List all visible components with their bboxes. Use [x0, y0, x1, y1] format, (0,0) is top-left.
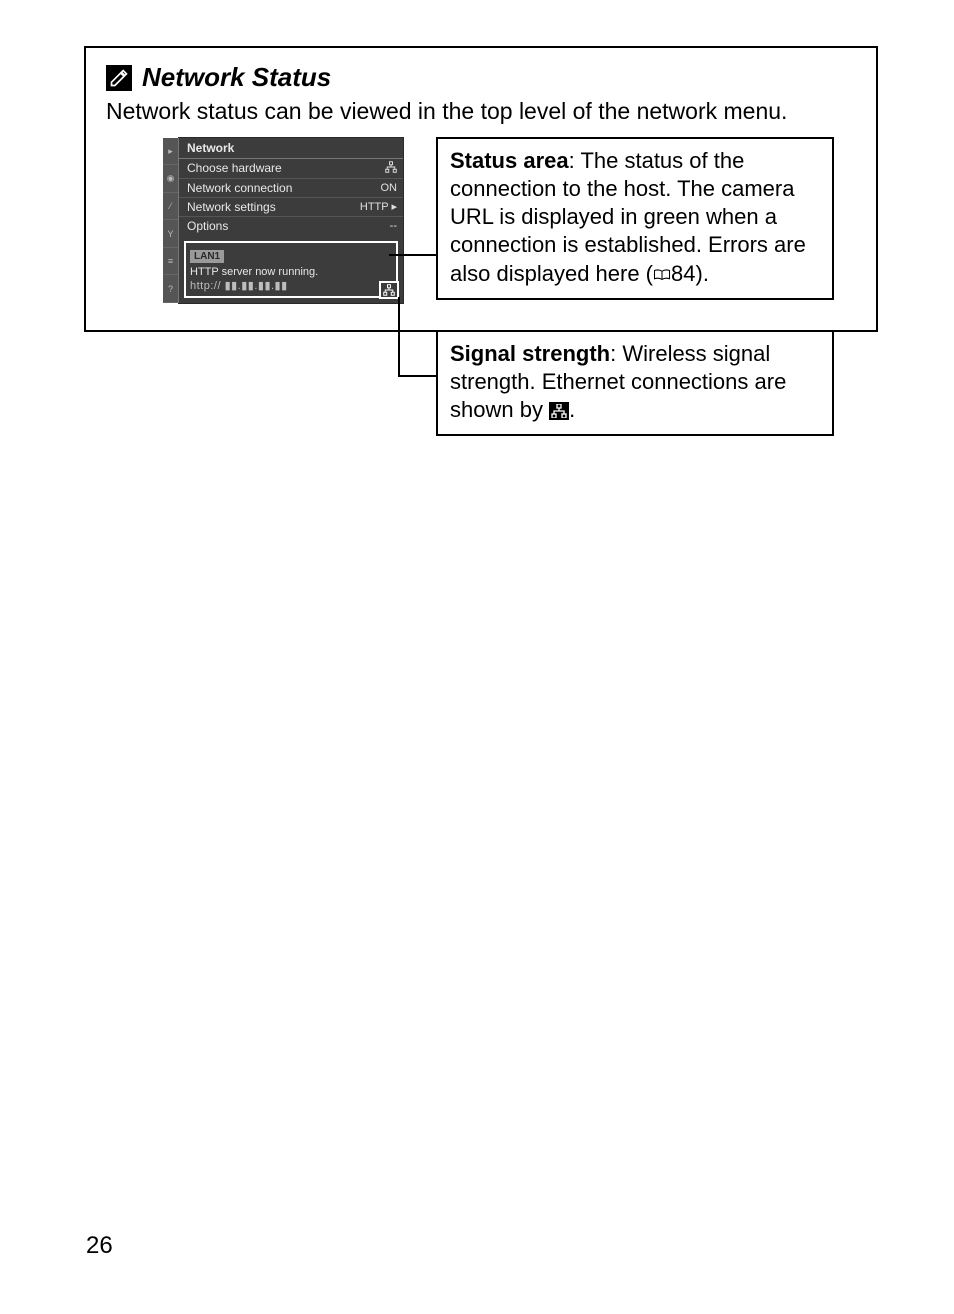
callout-tail-status: ).: [696, 261, 709, 286]
status-url: http:// ▮▮.▮▮.▮▮.▮▮: [190, 279, 392, 292]
connector-line: [398, 375, 436, 377]
ethernet-icon: [385, 161, 397, 176]
profile-badge: LAN1: [190, 250, 224, 263]
pencil-icon: [106, 65, 132, 91]
ethernet-glyph-icon: [549, 402, 569, 420]
menu-row-options: Options --: [179, 217, 403, 235]
book-icon: [653, 261, 671, 286]
status-message: HTTP server now running.: [190, 266, 392, 278]
callout-tail-signal: .: [569, 397, 575, 422]
callout-label-signal: Signal strength: [450, 341, 610, 366]
callout-status-area: Status area: The status of the connectio…: [436, 137, 834, 300]
camera-sidebar-tabs: ▸◉⁄Y≡?: [163, 138, 179, 303]
callout-signal-strength: Signal strength: Wireless signal strengt…: [436, 330, 834, 436]
menu-row-connection: Network connection ON: [179, 179, 403, 198]
page-ref-number: 84: [671, 261, 695, 286]
signal-strength-badge: [379, 281, 399, 299]
section-heading: Network Status: [142, 62, 331, 93]
menu-row-hardware: Choose hardware: [179, 159, 403, 179]
callout-label-status: Status area: [450, 148, 569, 173]
camera-menu-title: Network: [179, 138, 403, 159]
page-number: 26: [86, 1232, 113, 1260]
menu-row-settings: Network settings HTTP ▸: [179, 198, 403, 217]
network-status-box: Network Status Network status can be vie…: [84, 46, 878, 332]
camera-status-area: LAN1 HTTP server now running. http:// ▮▮…: [184, 241, 398, 298]
intro-text: Network status can be viewed in the top …: [106, 97, 856, 127]
connector-line: [389, 254, 436, 256]
camera-menu-screenshot: ▸◉⁄Y≡? Network Choose hardware Network c…: [178, 137, 404, 304]
connector-line: [398, 297, 400, 375]
